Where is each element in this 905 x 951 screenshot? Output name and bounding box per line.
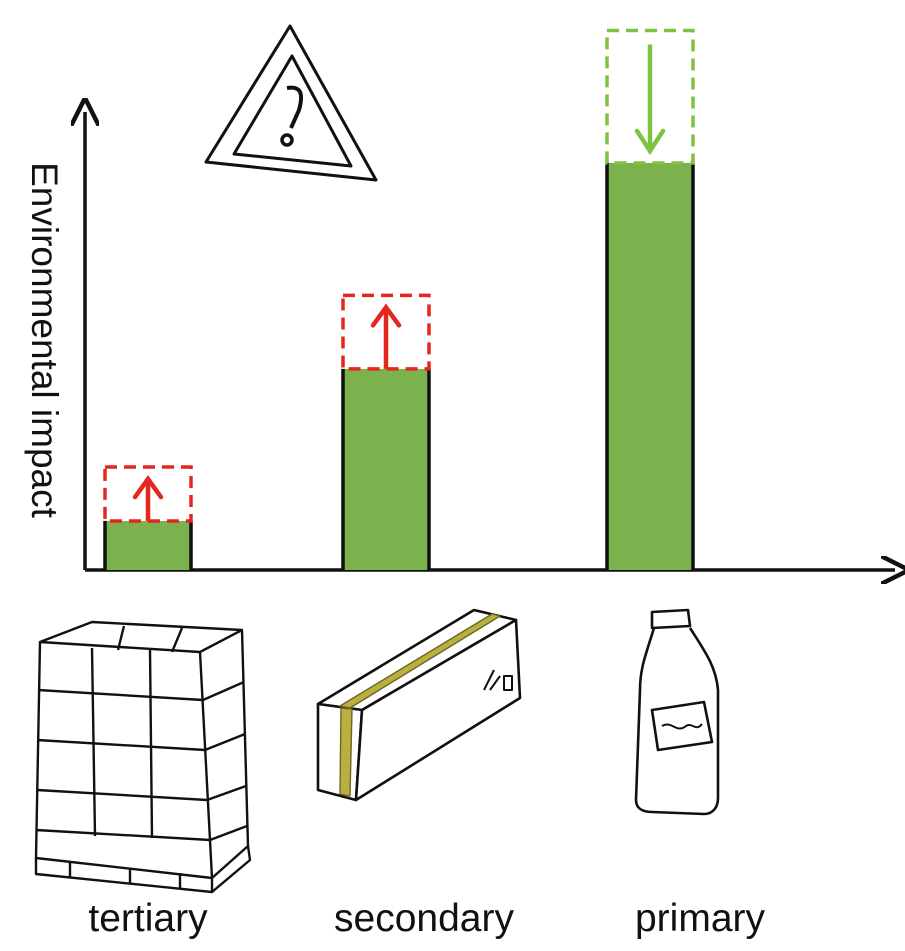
pallet-icon <box>34 620 252 894</box>
bar-secondary <box>343 368 429 570</box>
tick-label-primary: primary <box>634 897 766 940</box>
bar-primary <box>607 162 693 570</box>
change-arrowhead-tertiary <box>132 475 164 500</box>
change-box-secondary <box>341 293 431 371</box>
bars <box>103 28 695 570</box>
bar-tertiary <box>105 520 191 570</box>
bottle-icon <box>634 608 720 816</box>
tick-label-secondary: secondary <box>334 897 514 940</box>
change-arrowhead-primary <box>634 128 666 156</box>
cardboard-box-icon <box>316 608 522 802</box>
change-box-primary <box>605 28 695 165</box>
warning-triangle-icon <box>204 24 378 182</box>
change-arrowhead-secondary <box>370 303 402 328</box>
tick-label-tertiary: tertiary <box>88 897 208 940</box>
